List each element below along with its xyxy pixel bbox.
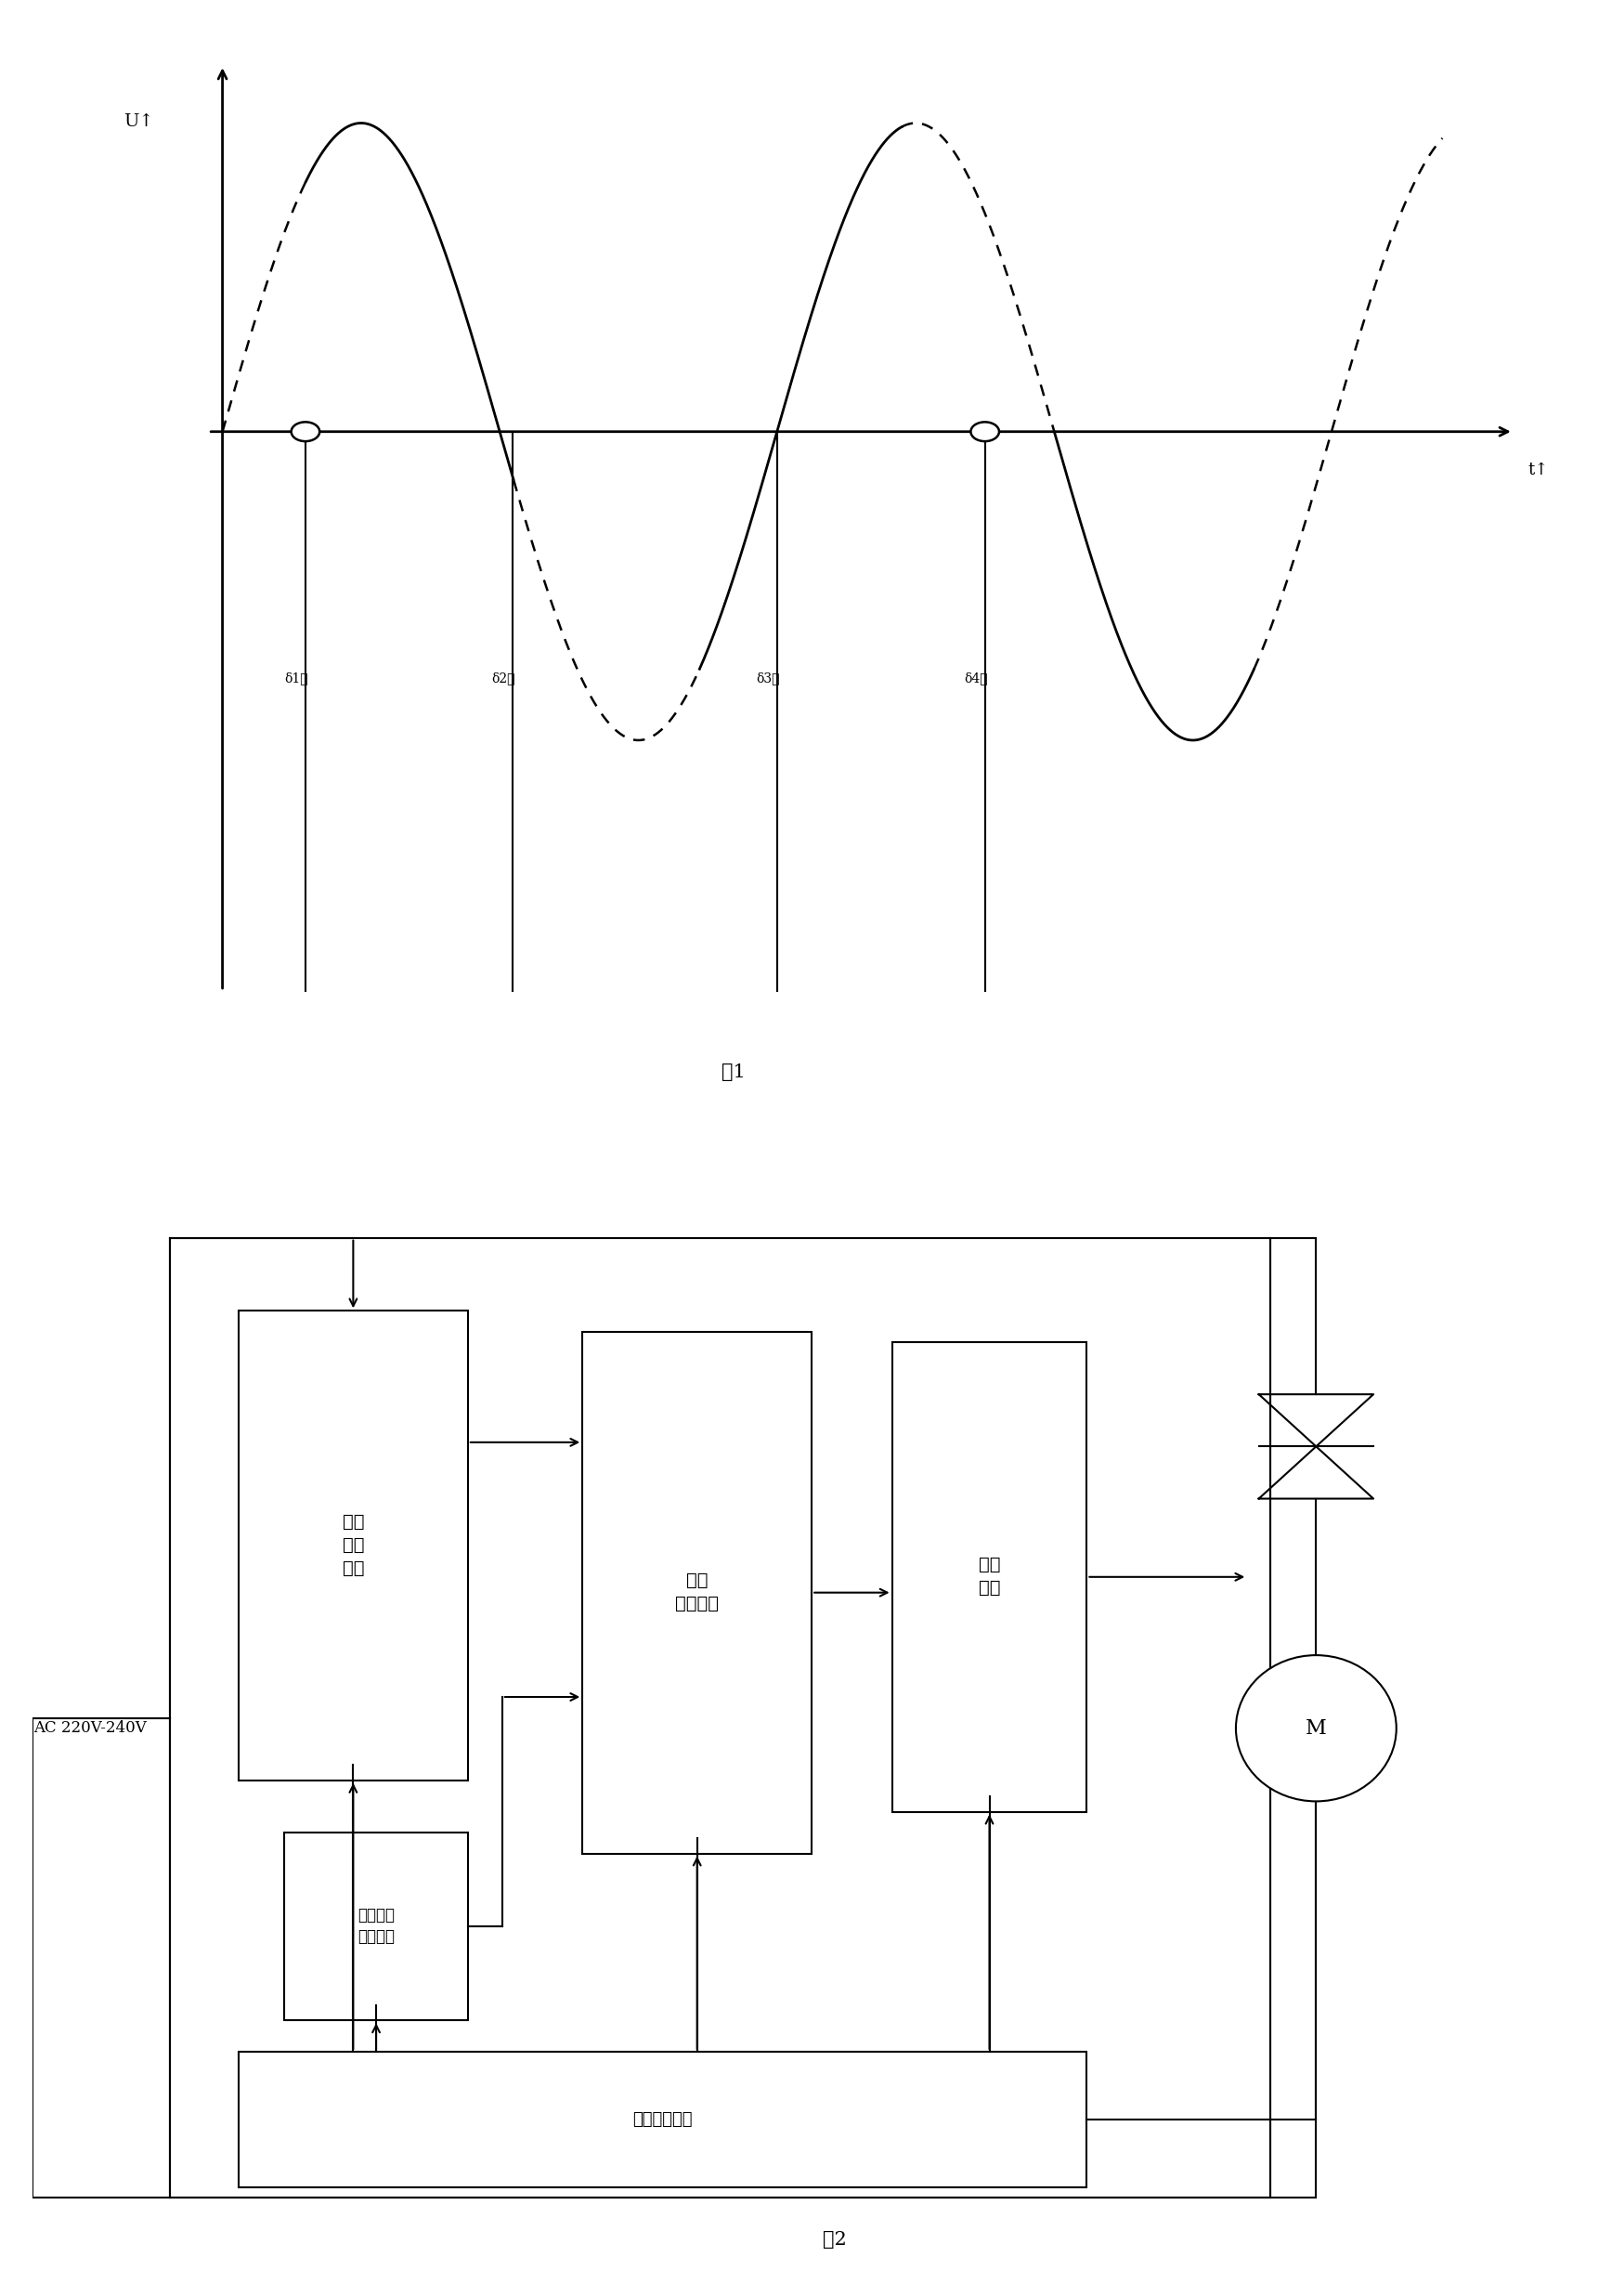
Text: 图1: 图1	[721, 1063, 745, 1081]
Text: δ3，: δ3，	[756, 673, 780, 684]
FancyBboxPatch shape	[169, 1238, 1270, 2197]
Text: t↑: t↑	[1528, 461, 1548, 478]
FancyBboxPatch shape	[239, 2053, 1086, 2188]
Text: AC 220V-240V: AC 220V-240V	[34, 1720, 147, 1736]
FancyBboxPatch shape	[582, 1332, 812, 1853]
Text: δ2，: δ2，	[492, 673, 516, 684]
FancyBboxPatch shape	[239, 1311, 467, 1779]
Circle shape	[970, 422, 999, 441]
Text: 输出功率
设定电路: 输出功率 设定电路	[358, 1908, 395, 1945]
Circle shape	[1236, 1655, 1396, 1802]
Text: U↑: U↑	[123, 113, 153, 131]
FancyBboxPatch shape	[284, 1832, 467, 2020]
Text: 直流供电电源: 直流供电电源	[634, 2112, 693, 2128]
Text: δ1，: δ1，	[284, 673, 308, 684]
Text: 波形
整形
电路: 波形 整形 电路	[342, 1513, 364, 1577]
Text: 图2: 图2	[822, 2232, 846, 2248]
Text: 触发
电路: 触发 电路	[978, 1557, 1001, 1598]
Circle shape	[292, 422, 319, 441]
FancyBboxPatch shape	[891, 1343, 1086, 1812]
Text: δ4，: δ4，	[964, 673, 988, 684]
Text: 单片
微处理器: 单片 微处理器	[675, 1573, 719, 1612]
Text: M: M	[1306, 1717, 1327, 1738]
